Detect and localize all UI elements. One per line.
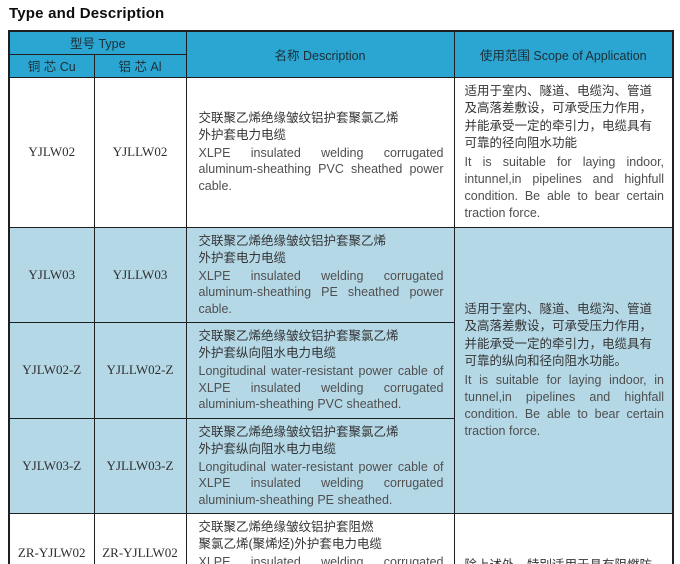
- scope-en-text: It is suitable for laying indoor, in tun…: [464, 372, 665, 438]
- scope-zh-text: 适用于室内、隧道、电缆沟、管道及高落差敷设，可承受压力作用，并能承受一定的牵引力…: [464, 83, 653, 151]
- header-al-cell: 铝 芯 Al: [93, 53, 187, 78]
- scope-en-text: It is suitable for laying indoor, intunn…: [464, 154, 665, 220]
- header-scope-cell: 使用范围 Scope of Application: [453, 30, 674, 78]
- page-title: Type and Description: [9, 5, 165, 22]
- al-type-cell: ZR-YJLLW02 ZR-YJLLW03: [93, 513, 187, 564]
- scope-cell: 适用于室内、隧道、电缆沟、管道及高落差敷设，可承受压力作用，并能承受一定的牵引力…: [453, 76, 674, 228]
- spec-table: 型号 Type 名称 Description 使用范围 Scope of App…: [8, 30, 675, 564]
- name-zh-line: 外护套电力电缆: [198, 127, 287, 142]
- table-row: YJLW02 YJLLW02 交联聚乙烯绝缘皱纹铝护套聚氯乙烯 外护套电力电缆 …: [8, 76, 674, 228]
- description-cell: 交联聚乙烯绝缘皱纹铝护套聚乙烯 外护套电力电缆 XLPE insulated w…: [185, 226, 455, 323]
- description-cell: 交联聚乙烯绝缘皱纹铝护套聚氯乙烯 外护套纵向阻水电力电缆 Longitudina…: [185, 322, 455, 419]
- name-zh-line: 交联聚乙烯绝缘皱纹铝护套聚氯乙烯: [198, 110, 399, 125]
- name-zh-line: 交联聚乙烯绝缘皱纹铝护套聚乙烯: [198, 233, 387, 248]
- name-zh-line: 聚氯乙烯(聚烯烃)外护套电力电缆: [198, 537, 382, 551]
- type-code: YJLW03-Z: [22, 457, 82, 473]
- al-type-cell: YJLLW02: [93, 76, 187, 228]
- description-cell: 交联聚乙烯绝缘皱纹铝护套阻燃 聚氯乙烯(聚烯烃)外护套电力电缆 XLPE ins…: [185, 513, 455, 564]
- description-cell: 交联聚乙烯绝缘皱纹铝护套聚氯乙烯 外护套纵向阻水电力电缆 Longitudina…: [185, 417, 455, 514]
- header-cu-cell: 铜 芯 Cu: [8, 53, 95, 78]
- al-type-cell: YJLLW03-Z: [93, 417, 187, 514]
- type-code: YJLLW02-Z: [106, 362, 174, 378]
- type-code: YJLLW02: [112, 144, 168, 159]
- name-zh-line: 交联聚乙烯绝缘皱纹铝护套阻燃: [198, 520, 374, 534]
- name-en-text: XLPE insulated welding corrugated alumin…: [198, 268, 444, 316]
- type-code: ZR-YJLLW02: [102, 545, 178, 561]
- table-row: ZR-YJLW02 ZR-YJLW03 ZR-YJLLW02 ZR-YJLLW0…: [8, 513, 674, 564]
- name-zh-line: 外护套纵向阻水电力电缆: [198, 441, 337, 456]
- name-zh-line: 外护套电力电缆: [198, 250, 287, 265]
- header-description-cell: 名称 Description: [185, 30, 455, 78]
- type-code: YJLLW03: [112, 266, 168, 282]
- cu-type-cell: YJLW03: [8, 226, 95, 323]
- name-zh-line: 交联聚乙烯绝缘皱纹铝护套聚氯乙烯: [198, 329, 399, 343]
- cu-type-cell: YJLW02-Z: [8, 322, 95, 419]
- table-row: YJLW03-Z YJLLW03-Z 交联聚乙烯绝缘皱纹铝护套聚氯乙烯 外护套纵…: [8, 417, 673, 514]
- name-en-text: Longitudinal water-resistant power cable…: [198, 364, 444, 411]
- type-code: YJLLW03-Z: [106, 457, 174, 473]
- cu-type-cell: ZR-YJLW02 ZR-YJLW03: [8, 513, 95, 564]
- type-code: YJLW02-Z: [22, 362, 82, 378]
- name-en-text: XLPE insulated welding corrugated alumin…: [198, 555, 444, 564]
- name-en-text: Longitudinal water-resistant power cable…: [198, 459, 444, 507]
- scope-cell-merged: 除上述外，特别适用于具有阻燃防火的环境要求。 Besides condition…: [453, 513, 674, 564]
- cu-type-cell: YJLW03-Z: [8, 417, 95, 514]
- type-code: ZR-YJLW03: [11, 561, 93, 564]
- al-type-cell: YJLLW02-Z: [93, 322, 187, 419]
- cu-type-cell: YJLW02: [8, 76, 95, 228]
- scope-cell-merged: 适用于室内、隧道、电缆沟、管道及高落差敷设，可承受压力作用，并能承受一定的牵引力…: [453, 226, 674, 514]
- table-row: YJLW02-Z YJLLW02-Z 交联聚乙烯绝缘皱纹铝护套聚氯乙烯 外护套纵…: [8, 322, 673, 419]
- type-code: YJLW02: [28, 144, 76, 159]
- description-cell: 交联聚乙烯绝缘皱纹铝护套聚氯乙烯 外护套电力电缆 XLPE insulated …: [185, 76, 455, 228]
- type-code: ZR-YJLW02: [17, 545, 86, 561]
- type-code: ZR-YJLLW03: [96, 561, 185, 564]
- scope-zh-text: 除上述外，特别适用于具有阻燃防火的环境要求。: [465, 557, 665, 564]
- name-en-text: XLPE insulated welding corrugated alumin…: [198, 145, 444, 193]
- name-zh-line: 外护套纵向阻水电力电缆: [198, 346, 337, 360]
- name-zh-line: 交联聚乙烯绝缘皱纹铝护套聚氯乙烯: [198, 424, 399, 439]
- header-type-cell: 型号 Type: [8, 30, 187, 55]
- table-row: YJLW03 YJLLW03 交联聚乙烯绝缘皱纹铝护套聚乙烯 外护套电力电缆 X…: [8, 226, 674, 514]
- al-type-cell: YJLLW03: [93, 226, 187, 323]
- header-row-1: 型号 Type 名称 Description 使用范围 Scope of App…: [8, 30, 674, 78]
- scope-zh-text: 适用于室内、隧道、电缆沟、管道及高落差敷设，可承受压力作用，并能承受一定的牵引力…: [464, 301, 653, 369]
- type-code: YJLW03: [28, 266, 76, 282]
